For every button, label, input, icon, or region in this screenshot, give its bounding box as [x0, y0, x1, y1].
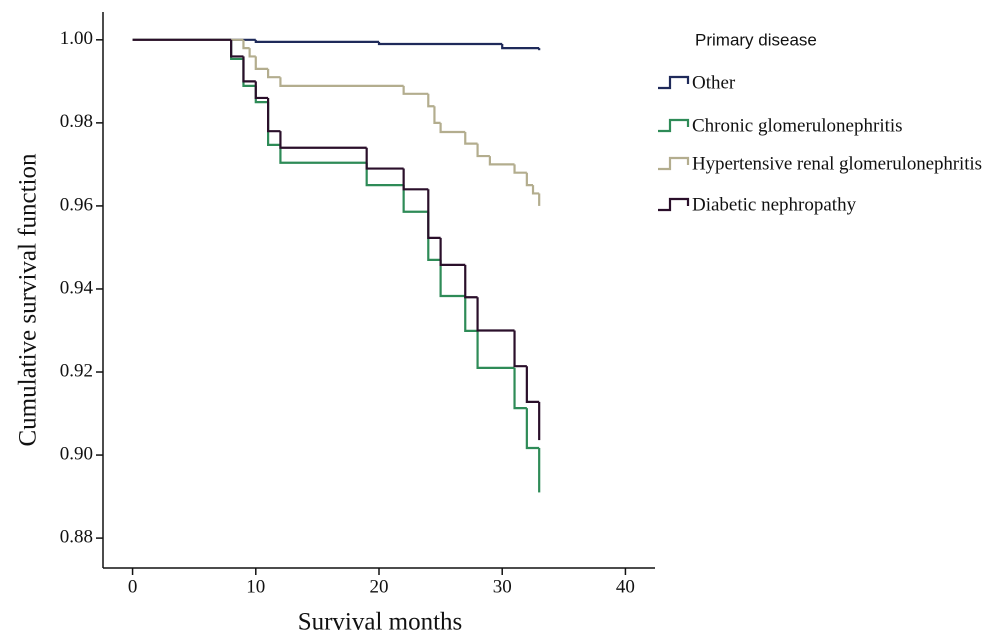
survival-step [476, 297, 515, 332]
survival-step [476, 330, 515, 369]
survival-step [267, 102, 281, 146]
y-tick-label: 1.00 [60, 28, 93, 49]
survival-step [377, 41, 503, 46]
legend-label: Hypertensive renal glomerulonephritis [692, 153, 982, 174]
survival-step [464, 132, 478, 145]
legend-swatch [658, 75, 690, 90]
survival-step [427, 211, 441, 261]
x-tick-label: 20 [370, 576, 389, 597]
survival-step [279, 144, 367, 164]
legend-label: Chronic glomerulonephritis [692, 115, 903, 136]
survival-step [242, 39, 250, 50]
survival-step [365, 147, 404, 170]
survival-step [501, 43, 540, 50]
x-tick-label: 0 [128, 576, 138, 597]
x-tick-label: 40 [616, 576, 635, 597]
survival-step [402, 185, 429, 213]
survival-step [254, 85, 269, 104]
legend-label: Diabetic nephropathy [692, 194, 857, 215]
survival-step [254, 56, 269, 70]
survival-step [279, 131, 367, 149]
survival-step [402, 85, 429, 95]
survival-step [439, 237, 466, 266]
survival-step [433, 106, 441, 124]
survival-step [402, 168, 429, 191]
survival-step [476, 143, 490, 158]
y-tick-label: 0.88 [60, 526, 93, 547]
x-axis-title: Survival months [298, 609, 463, 636]
legend-swatch [658, 118, 690, 133]
survival-step [513, 330, 527, 368]
y-tick-label: 0.98 [60, 111, 93, 132]
survival-step [248, 48, 256, 58]
survival-step [254, 39, 379, 43]
legend-label: Other [692, 72, 736, 93]
legend-swatch [658, 197, 690, 212]
survival-step [427, 189, 441, 239]
survival-step [254, 81, 269, 100]
survival-step [279, 77, 404, 88]
survival-step [427, 93, 435, 108]
survival-step [365, 162, 404, 187]
survival-step [513, 367, 527, 410]
survival-step [464, 296, 478, 333]
y-axis-title: Cumulative survival function [15, 153, 42, 447]
y-tick-label: 0.90 [60, 443, 93, 464]
y-tick-label: 0.94 [60, 277, 94, 298]
y-tick-label: 0.96 [60, 194, 93, 215]
survival-step [439, 259, 466, 298]
survival-step [242, 56, 256, 83]
survival-step [439, 122, 466, 134]
survival-step [525, 408, 540, 450]
survival-step [525, 366, 540, 404]
survival-step [525, 172, 534, 187]
survival-step [230, 39, 244, 58]
survival-step [531, 185, 540, 195]
x-tick-label: 30 [493, 576, 512, 597]
survival-step [267, 97, 281, 133]
survival-step [513, 164, 527, 174]
legend-swatch [658, 156, 690, 171]
survival-step [488, 156, 515, 166]
x-tick-label: 10 [246, 576, 265, 597]
survival-step [267, 68, 281, 79]
legend-title: Primary disease [695, 30, 817, 49]
survival-step [464, 264, 478, 299]
y-tick-label: 0.92 [60, 360, 93, 381]
